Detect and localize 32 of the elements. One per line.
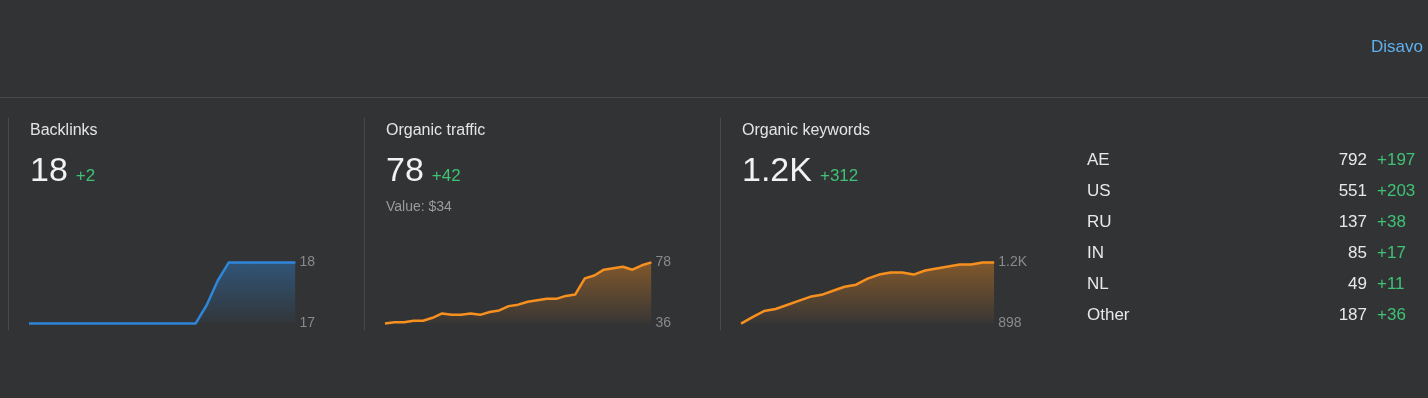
category-label: AE (1087, 150, 1110, 170)
text: +38 (1377, 212, 1406, 231)
text: +36 (1377, 305, 1406, 324)
category-label: Other (1087, 305, 1130, 325)
text: Value: $34 (386, 198, 452, 214)
chart-subtitle: 1.2K (742, 150, 812, 188)
chart-title: Backlinks (30, 121, 98, 139)
data-label: 551 (1338, 181, 1367, 201)
category-label: IN (1087, 243, 1104, 263)
y-tick-label: 898 (998, 314, 1022, 331)
chart-title: Organic keywords (742, 121, 871, 139)
text: +2 (75, 166, 96, 185)
category-label: RU (1087, 212, 1112, 232)
text: +203 (1377, 181, 1416, 200)
text: +11 (1377, 274, 1405, 293)
chart-subtitle: 78 (386, 150, 424, 188)
chart-title: Organic traffic (386, 121, 486, 139)
text: Disavo (1371, 37, 1423, 57)
data-label: 187 (1338, 305, 1367, 325)
text: +197 (1377, 150, 1416, 169)
chart-subtitle: 18 (30, 150, 68, 188)
category-label: NL (1087, 274, 1109, 294)
text: +312 (819, 166, 859, 185)
data-label: 85 (1348, 243, 1367, 263)
data-label: 137 (1338, 212, 1367, 232)
text: +17 (1377, 243, 1406, 262)
y-tick-label: 36 (655, 314, 672, 331)
category-label: US (1087, 181, 1111, 201)
data-label: 792 (1338, 150, 1367, 170)
text: +42 (431, 166, 461, 185)
data-label: 49 (1348, 274, 1367, 294)
y-tick-label: 17 (299, 314, 316, 331)
